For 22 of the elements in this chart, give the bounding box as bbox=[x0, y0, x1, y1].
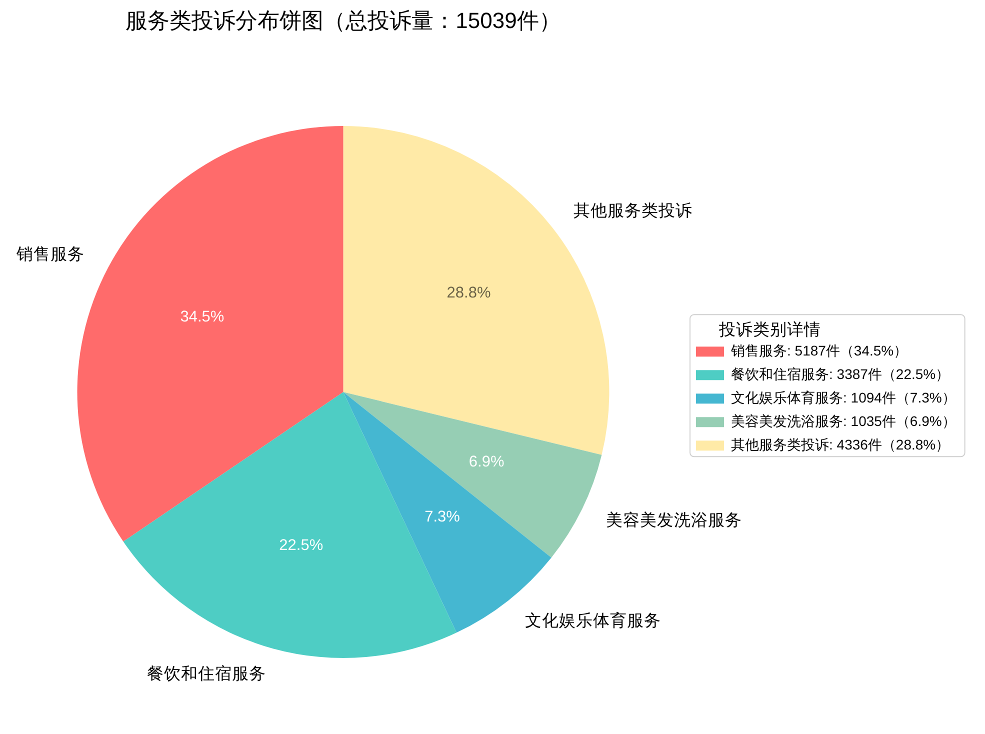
text: : 1094件（7.3%） bbox=[843, 390, 956, 406]
data-label: 28.8% bbox=[446, 284, 491, 302]
slice-label: 美容美发洗浴服务 bbox=[606, 510, 742, 530]
text: : 4336件（28.8%） bbox=[829, 436, 950, 453]
data-label: 7.3% bbox=[424, 508, 460, 526]
chart-title: 服务类投诉分布饼图（总投诉量：15039件） bbox=[126, 8, 561, 34]
data-label: 6.9% bbox=[468, 453, 504, 470]
text: : 1035件（6.9%） bbox=[843, 413, 956, 430]
legend-label: 销售服务 bbox=[730, 342, 787, 359]
legend-label: 文化娱乐体育服务 bbox=[731, 390, 843, 406]
legend-label: 餐饮和住宿服务 bbox=[731, 366, 829, 382]
slice-label: 文化娱乐体育服务 bbox=[524, 611, 661, 630]
legend-label: 其他服务类投诉 bbox=[731, 436, 829, 453]
legend-title: 投诉类别详情 bbox=[718, 320, 821, 339]
legend-label: 美容美发洗浴服务 bbox=[731, 413, 843, 430]
text: : 3387件（22.5%） bbox=[829, 366, 950, 382]
data-label: 22.5% bbox=[279, 537, 324, 554]
slice-label: 销售服务 bbox=[16, 244, 85, 264]
data-label: 34.5% bbox=[180, 308, 224, 326]
slice-label: 餐饮和住宿服务 bbox=[147, 664, 266, 683]
slice-label: 其他服务类投诉 bbox=[573, 200, 692, 220]
text: : 5187件（34.5%） bbox=[787, 342, 908, 359]
